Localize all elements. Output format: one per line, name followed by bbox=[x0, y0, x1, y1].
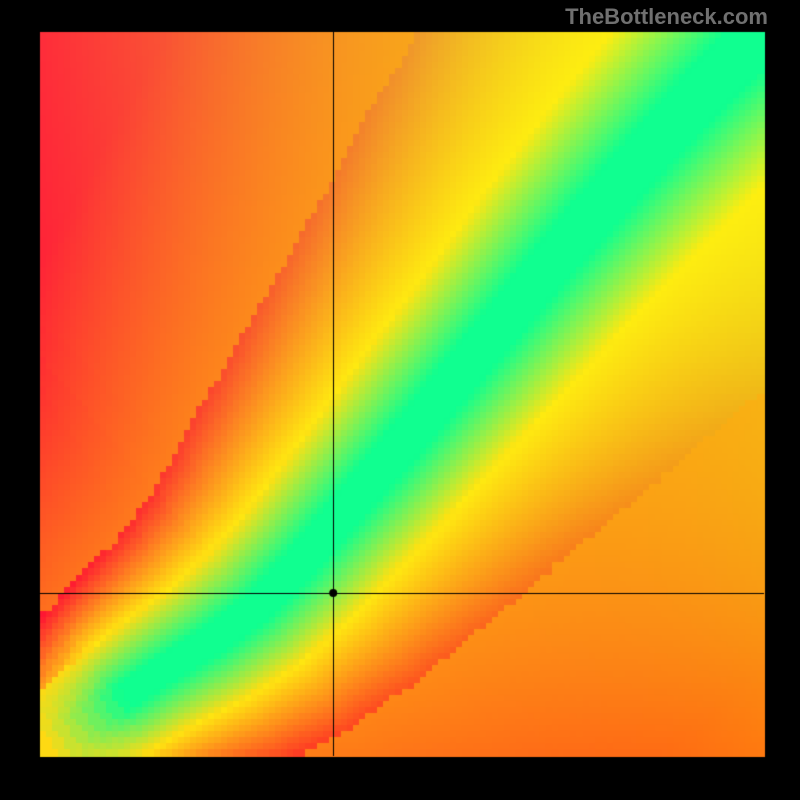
chart-container: TheBottleneck.com bbox=[0, 0, 800, 800]
watermark-text: TheBottleneck.com bbox=[565, 4, 768, 30]
heatmap-canvas bbox=[0, 0, 800, 800]
